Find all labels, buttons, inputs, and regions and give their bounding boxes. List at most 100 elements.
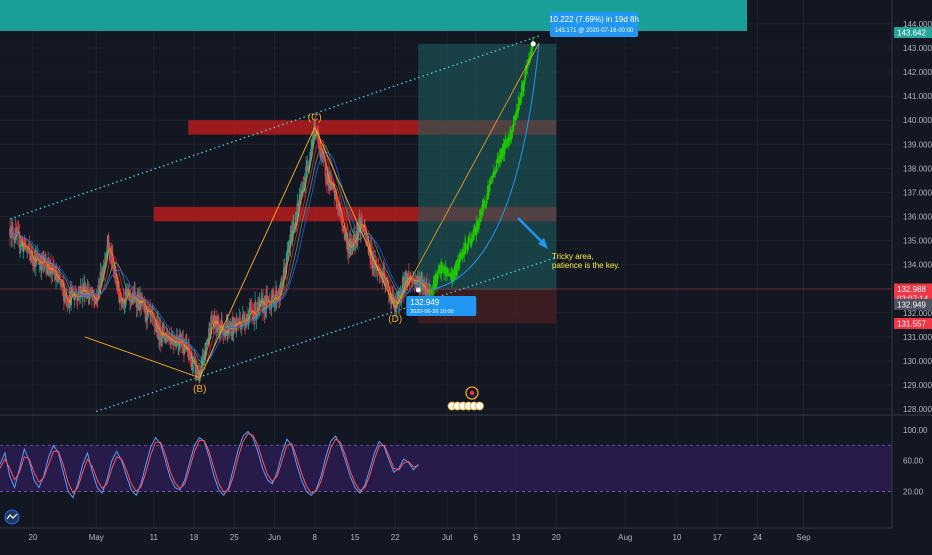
projection-candle — [431, 292, 433, 293]
candle — [387, 286, 390, 296]
candle — [109, 251, 112, 253]
candle — [101, 278, 103, 283]
projection-candle — [525, 66, 527, 72]
projection-candle — [501, 147, 504, 159]
candle — [45, 261, 47, 266]
candle — [315, 134, 318, 136]
projection-candle — [524, 71, 527, 80]
candle — [147, 306, 149, 311]
rsi-series-line — [0, 430, 419, 499]
candle — [204, 343, 207, 358]
candle — [418, 276, 421, 292]
price-tag — [894, 27, 932, 39]
date-tick-label: Jun — [268, 533, 281, 542]
date-tick-label: Sep — [796, 533, 811, 542]
candle — [134, 295, 137, 303]
candle — [120, 297, 123, 304]
projection-candle — [494, 172, 497, 175]
candle — [152, 313, 154, 316]
candle — [331, 182, 333, 190]
candle — [423, 285, 426, 295]
candle — [346, 233, 348, 249]
candle — [28, 244, 31, 251]
candle — [48, 272, 51, 274]
candle — [285, 265, 287, 274]
candle — [340, 209, 343, 223]
projection-candle — [489, 180, 492, 185]
projection-candle — [512, 116, 515, 127]
measure-callout — [550, 12, 638, 37]
candle — [87, 289, 90, 297]
price-tick-label: 130.000 — [903, 357, 932, 366]
candle — [161, 327, 164, 339]
projection-candle — [436, 277, 438, 285]
measure-point — [530, 41, 536, 47]
candle — [376, 266, 379, 271]
candle — [380, 273, 383, 276]
projection-candle — [452, 271, 455, 274]
candle — [313, 127, 315, 137]
candle — [133, 291, 136, 302]
candle — [117, 280, 120, 293]
candle — [325, 176, 328, 181]
candle — [94, 303, 97, 305]
projection-candle — [510, 132, 513, 139]
arrow-head-icon — [538, 238, 548, 249]
candle — [310, 146, 313, 150]
economic-event-icon[interactable] — [475, 401, 484, 411]
projection-candle — [472, 229, 475, 238]
projection-candle — [515, 118, 517, 120]
moving-average-line — [9, 151, 431, 362]
candle — [29, 250, 32, 254]
candle — [9, 228, 11, 236]
candle — [56, 279, 59, 281]
wave-label: (D) — [388, 314, 402, 325]
projection-candle — [530, 49, 532, 58]
candle — [283, 267, 286, 270]
projection-candle — [515, 109, 518, 119]
date-tick-label: Aug — [618, 533, 632, 542]
price-tag-label: 02:07:14 — [897, 294, 929, 303]
date-tick-label: 20 — [29, 533, 38, 542]
wave-line — [199, 127, 316, 378]
candle — [19, 245, 21, 248]
date-tick-label: May — [89, 533, 104, 542]
candle — [304, 179, 307, 183]
projection-candle — [489, 179, 492, 181]
candle — [67, 304, 70, 306]
logo-mark — [6, 513, 18, 520]
candle — [157, 321, 159, 328]
projection-candle — [463, 253, 466, 255]
candle — [164, 334, 167, 340]
candle — [387, 283, 389, 287]
date-tick-label: 13 — [512, 533, 521, 542]
candle — [188, 346, 190, 354]
projection-candle — [464, 242, 466, 254]
candle — [312, 136, 315, 139]
candle — [93, 296, 95, 302]
candle — [146, 306, 149, 321]
candle — [308, 158, 311, 166]
projection-candle — [479, 210, 481, 223]
candle — [139, 296, 141, 310]
rsi-tick-label: 60.00 — [903, 457, 924, 466]
projection-candle — [436, 273, 439, 278]
candle — [303, 182, 306, 191]
candle — [180, 344, 183, 346]
note-text: Tricky area, — [552, 252, 594, 261]
price-tick-label: 134.000 — [903, 261, 932, 270]
event-flag-icon[interactable] — [465, 386, 479, 400]
candle — [106, 252, 108, 260]
candle — [296, 202, 299, 222]
price-tag-label: 132.988 — [897, 285, 926, 294]
candle — [323, 159, 326, 162]
candle — [359, 217, 362, 233]
candle — [206, 342, 208, 346]
candle — [103, 265, 106, 274]
rsi-band — [0, 445, 892, 492]
projection-candle — [528, 57, 530, 60]
price-tick-label: 132.000 — [903, 309, 932, 318]
projection-candle — [451, 271, 454, 282]
